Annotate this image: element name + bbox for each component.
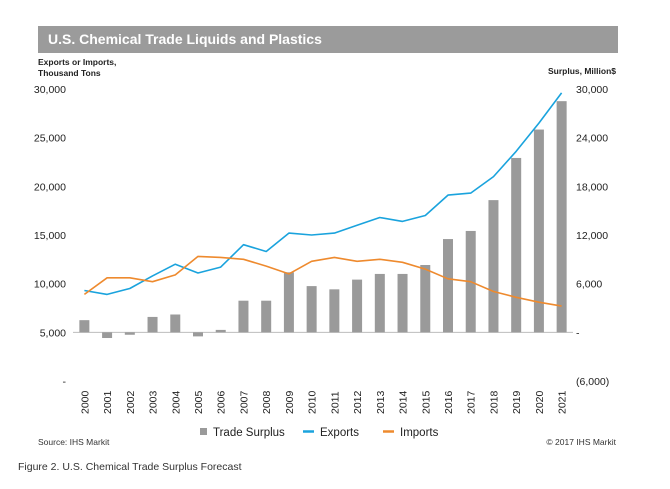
legend-imports-label: Imports [400, 427, 439, 439]
right-tick-label: 30,000 [576, 84, 608, 96]
x-tick-label: 2020 [534, 390, 546, 414]
x-tick-label: 2003 [148, 390, 160, 414]
x-tick-label: 2019 [511, 390, 523, 414]
x-tick-label: 2011 [329, 391, 341, 414]
left-axis-title: Exports or Imports, Thousand Tons [38, 57, 116, 79]
right-tick-label: 18,000 [576, 181, 608, 193]
figure-caption: Figure 2. U.S. Chemical Trade Surplus Fo… [18, 461, 242, 473]
left-tick-label: 5,000 [40, 327, 66, 339]
x-tick-label: 2008 [261, 390, 273, 414]
right-tick-label: 12,000 [576, 230, 608, 242]
left-tick-label: 25,000 [34, 133, 66, 145]
x-tick-label: 2012 [352, 390, 364, 414]
source-note: Source: IHS Markit [38, 437, 110, 447]
right-tick-label: (6,000) [576, 376, 609, 388]
surplus-bar [374, 273, 385, 333]
surplus-bar [147, 316, 158, 333]
x-tick-label: 2013 [375, 390, 387, 414]
x-tick-label: 2010 [307, 390, 319, 414]
right-tick-label: 6,000 [576, 279, 602, 291]
surplus-bar [329, 289, 340, 333]
x-tick-label: 2015 [420, 390, 432, 414]
left-tick-label: 20,000 [34, 181, 66, 193]
left-axis-title-line-2: Thousand Tons [38, 68, 101, 78]
exports-line [84, 92, 563, 296]
right-tick-label: 24,000 [576, 133, 608, 145]
legend-trade-surplus-label: Trade Surplus [213, 427, 285, 439]
series-lines [83, 92, 563, 307]
left-axis-ticks: - 5,000 10,000 15,000 20,000 25,000 30,000 [34, 84, 67, 388]
surplus-bars [79, 101, 567, 339]
chart-title: U.S. Chemical Trade Liquids and Plastics [48, 31, 322, 47]
surplus-bar [352, 279, 363, 333]
x-tick-label: 2006 [216, 390, 228, 414]
copyright-note: © 2017 IHS Markit [546, 437, 616, 447]
x-tick-label: 2002 [125, 390, 137, 414]
left-tick-label: 30,000 [34, 84, 66, 96]
right-tick-label: - [576, 327, 580, 339]
surplus-bar [283, 272, 294, 333]
x-tick-label: 2007 [238, 390, 250, 414]
legend: Trade Surplus Exports Imports [200, 427, 439, 439]
x-tick-label: 2018 [488, 390, 500, 414]
surplus-bar [261, 300, 272, 333]
chart-title-bar: U.S. Chemical Trade Liquids and Plastics [38, 26, 618, 53]
x-tick-label: 2016 [443, 390, 455, 414]
surplus-bar [102, 332, 113, 339]
x-tick-label: 2000 [79, 390, 91, 414]
surplus-bar [420, 265, 431, 333]
surplus-bar [238, 300, 249, 333]
imports-line [83, 255, 562, 307]
surplus-bar [488, 200, 499, 333]
legend-trade-surplus-swatch [200, 428, 207, 435]
left-tick-label: 15,000 [34, 230, 66, 242]
surplus-bar [170, 314, 181, 333]
x-tick-label: 2004 [170, 390, 182, 414]
x-tick-label: 2021 [557, 390, 569, 414]
legend-exports-label: Exports [320, 427, 359, 439]
surplus-bar [124, 332, 135, 335]
x-tick-label: 2017 [466, 390, 478, 414]
surplus-bar [397, 273, 408, 333]
left-axis-title-line-1: Exports or Imports, [38, 57, 117, 67]
x-tick-label: 2001 [102, 390, 114, 414]
x-axis-ticks: 2000 2001 2002 2003 2004 2005 2006 2007 2008 2009… [79, 390, 568, 414]
surplus-bar [533, 129, 544, 333]
left-tick-label: - [63, 376, 67, 388]
right-axis-title: Surplus, Million$ [547, 66, 616, 76]
surplus-bar [511, 157, 522, 333]
surplus-bar [306, 286, 317, 333]
surplus-bar [79, 320, 90, 333]
x-tick-label: 2014 [398, 390, 410, 414]
x-tick-label: 2009 [284, 390, 296, 414]
x-tick-label: 2005 [193, 390, 205, 414]
surplus-bar [556, 101, 567, 333]
surplus-bar [193, 332, 203, 337]
surplus-bar [443, 239, 453, 333]
surplus-bar [215, 329, 226, 333]
left-tick-label: 10,000 [34, 279, 66, 291]
right-axis-ticks: (6,000) - 6,000 12,000 18,000 24,000 30,000 [576, 84, 609, 388]
